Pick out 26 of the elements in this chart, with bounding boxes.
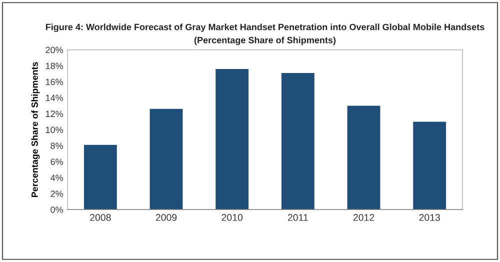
- y-tick-label: 14%: [46, 94, 64, 102]
- y-tick-label: 0%: [50, 206, 64, 213]
- bar: [150, 108, 183, 210]
- chart-subtitle: (Percentage Share of Shipments): [194, 36, 336, 46]
- y-axis-title: Percentage Share of Shipments: [31, 62, 40, 198]
- x-tick-label: 2013: [419, 214, 440, 221]
- y-tick-label: 4%: [50, 174, 64, 181]
- y-tick-label: 12%: [46, 110, 64, 118]
- bar: [413, 122, 446, 210]
- y-tick-label: 20%: [46, 46, 64, 54]
- x-tick-label: 2009: [156, 214, 177, 221]
- y-tick-label: 2%: [50, 190, 64, 197]
- y-tick-label: 8%: [50, 142, 64, 150]
- x-tick-label: 2012: [353, 214, 374, 221]
- x-tick-label: 2010: [222, 214, 243, 221]
- y-tick-label: 6%: [50, 158, 64, 166]
- bar: [84, 144, 117, 210]
- bar: [281, 72, 314, 210]
- x-tick-label: 2011: [288, 214, 308, 221]
- chart-title: Figure 4: Worldwide Forecast of Gray Market Handset Penetration into Overall Global Mobile Handsets: [46, 24, 484, 32]
- y-tick-label: 16%: [46, 78, 64, 86]
- x-tick-label: 2008: [90, 214, 111, 221]
- y-tick-label: 18%: [46, 62, 64, 70]
- bar: [347, 106, 380, 210]
- bar: [216, 68, 249, 210]
- y-tick-label: 10%: [46, 126, 64, 134]
